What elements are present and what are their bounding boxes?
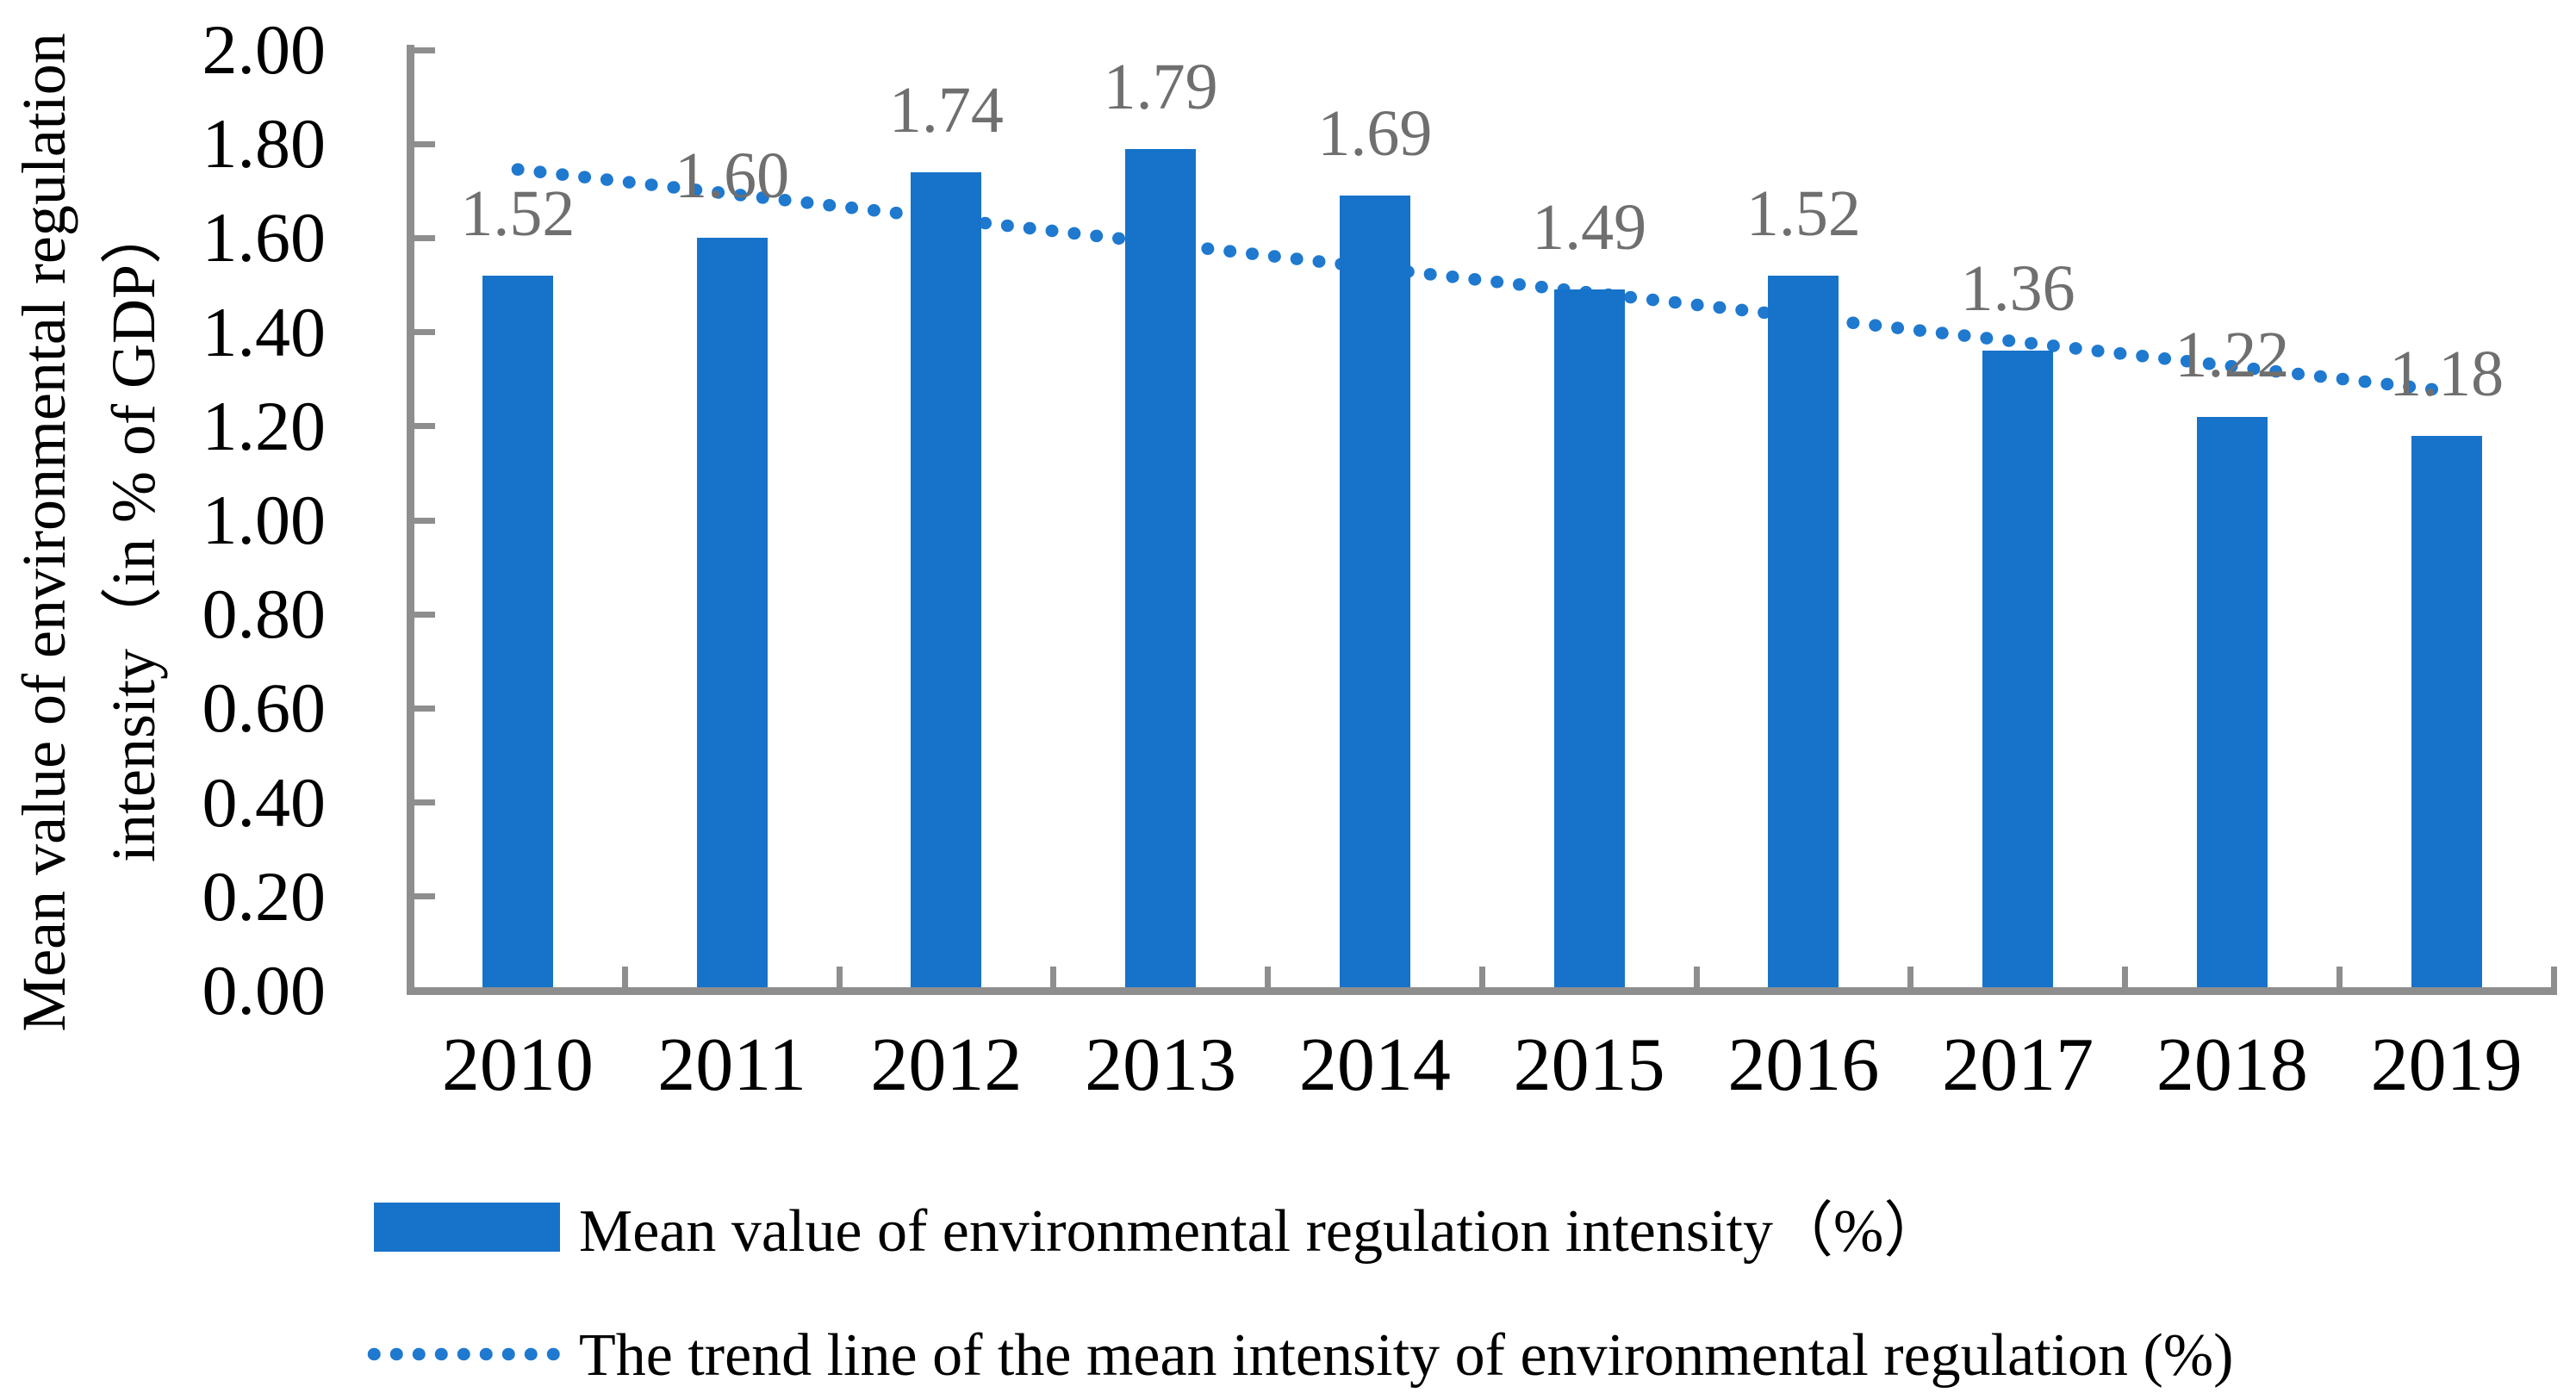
- x-tick-mark: [1265, 967, 1271, 987]
- data-label-2012: 1.74: [888, 73, 1004, 146]
- legend-label-bars: Mean value of environmental regulation i…: [579, 1198, 1944, 1265]
- y-axis-line: [407, 45, 414, 995]
- bar-2018: [2196, 416, 2268, 987]
- x-tick-label-2011: 2011: [657, 1023, 806, 1107]
- x-tick-mark: [1478, 967, 1485, 987]
- bar-2014: [1339, 196, 1410, 987]
- x-tick-mark: [1907, 967, 1914, 987]
- data-label-2011: 1.60: [675, 140, 790, 213]
- x-tick-mark: [836, 967, 843, 987]
- y-tick-mark: [414, 705, 435, 712]
- bar-2017: [1982, 351, 2054, 987]
- x-tick-label-2012: 2012: [870, 1023, 1023, 1107]
- bar-2015: [1553, 289, 1625, 987]
- x-tick-mark: [408, 967, 414, 987]
- y-tick-mark: [414, 893, 435, 900]
- y-tick-label-1.20: 1.20: [202, 386, 327, 465]
- bar-2013: [1125, 148, 1197, 987]
- y-tick-mark: [414, 140, 435, 147]
- y-tick-label-0.00: 0.00: [202, 951, 327, 1029]
- data-label-2015: 1.49: [1532, 191, 1647, 264]
- y-tick-label-1.60: 1.60: [202, 198, 327, 277]
- x-tick-label-2017: 2017: [1942, 1023, 2094, 1107]
- x-tick-label-2014: 2014: [1298, 1023, 1451, 1107]
- x-tick-label-2016: 2016: [1727, 1023, 1880, 1107]
- data-label-2019: 1.18: [2389, 337, 2504, 410]
- x-tick-label-2013: 2013: [1085, 1023, 1237, 1107]
- y-tick-label-1.80: 1.80: [202, 104, 327, 183]
- y-tick-mark: [414, 517, 435, 524]
- y-tick-mark: [414, 234, 435, 241]
- y-tick-label-0.40: 0.40: [202, 762, 327, 842]
- x-axis-line: [407, 987, 2557, 995]
- y-tick-label-0.60: 0.60: [202, 668, 327, 748]
- x-tick-label-2019: 2019: [2370, 1023, 2523, 1107]
- x-tick-label-2015: 2015: [1513, 1023, 1665, 1107]
- bar-2019: [2411, 435, 2482, 987]
- x-tick-label-2018: 2018: [2156, 1023, 2308, 1107]
- bar-2011: [696, 238, 768, 987]
- y-tick-mark: [414, 799, 435, 806]
- x-tick-mark: [1693, 967, 1700, 987]
- y-tick-mark: [414, 611, 435, 618]
- data-label-2018: 1.22: [2175, 318, 2290, 391]
- x-tick-label-2010: 2010: [441, 1023, 594, 1107]
- x-tick-mark: [2122, 967, 2128, 987]
- y-tick-mark: [414, 423, 435, 430]
- y-tick-label-2.00: 2.00: [202, 10, 327, 89]
- y-tick-label-0.80: 0.80: [202, 575, 327, 654]
- y-tick-label-1.00: 1.00: [202, 481, 327, 559]
- x-tick-mark: [2550, 967, 2557, 987]
- x-tick-mark: [621, 967, 628, 987]
- legend-bar-swatch: [374, 1203, 560, 1252]
- y-tick-mark: [414, 47, 435, 53]
- y-tick-label-0.20: 0.20: [202, 856, 327, 936]
- data-label-2010: 1.52: [460, 177, 576, 251]
- data-label-2014: 1.69: [1317, 97, 1433, 171]
- legend-label-trend: The trend line of the mean intensity of …: [579, 1322, 2234, 1389]
- data-label-2016: 1.52: [1745, 177, 1861, 251]
- x-tick-mark: [2336, 967, 2343, 987]
- y-tick-label-1.40: 1.40: [202, 292, 327, 371]
- x-tick-mark: [1050, 967, 1057, 987]
- data-label-2013: 1.79: [1103, 50, 1218, 123]
- data-label-2017: 1.36: [1960, 252, 2075, 326]
- bar-2010: [482, 276, 553, 987]
- bar-2016: [1768, 276, 1839, 987]
- bar-2012: [911, 171, 982, 987]
- y-tick-mark: [414, 329, 435, 336]
